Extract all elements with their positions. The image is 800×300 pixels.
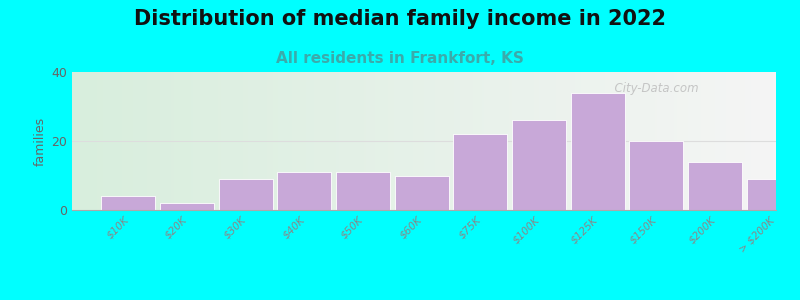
Bar: [746, 179, 800, 210]
Bar: [630, 141, 683, 210]
Bar: [512, 120, 566, 210]
Text: City-Data.com: City-Data.com: [607, 82, 698, 95]
Bar: [336, 172, 390, 210]
Bar: [218, 179, 273, 210]
Bar: [160, 203, 214, 210]
Bar: [570, 93, 625, 210]
Bar: [102, 196, 155, 210]
Bar: [278, 172, 331, 210]
Bar: [394, 176, 449, 210]
Bar: [688, 162, 742, 210]
Y-axis label: families: families: [34, 116, 47, 166]
Text: All residents in Frankfort, KS: All residents in Frankfort, KS: [276, 51, 524, 66]
Bar: [454, 134, 507, 210]
Text: Distribution of median family income in 2022: Distribution of median family income in …: [134, 9, 666, 29]
